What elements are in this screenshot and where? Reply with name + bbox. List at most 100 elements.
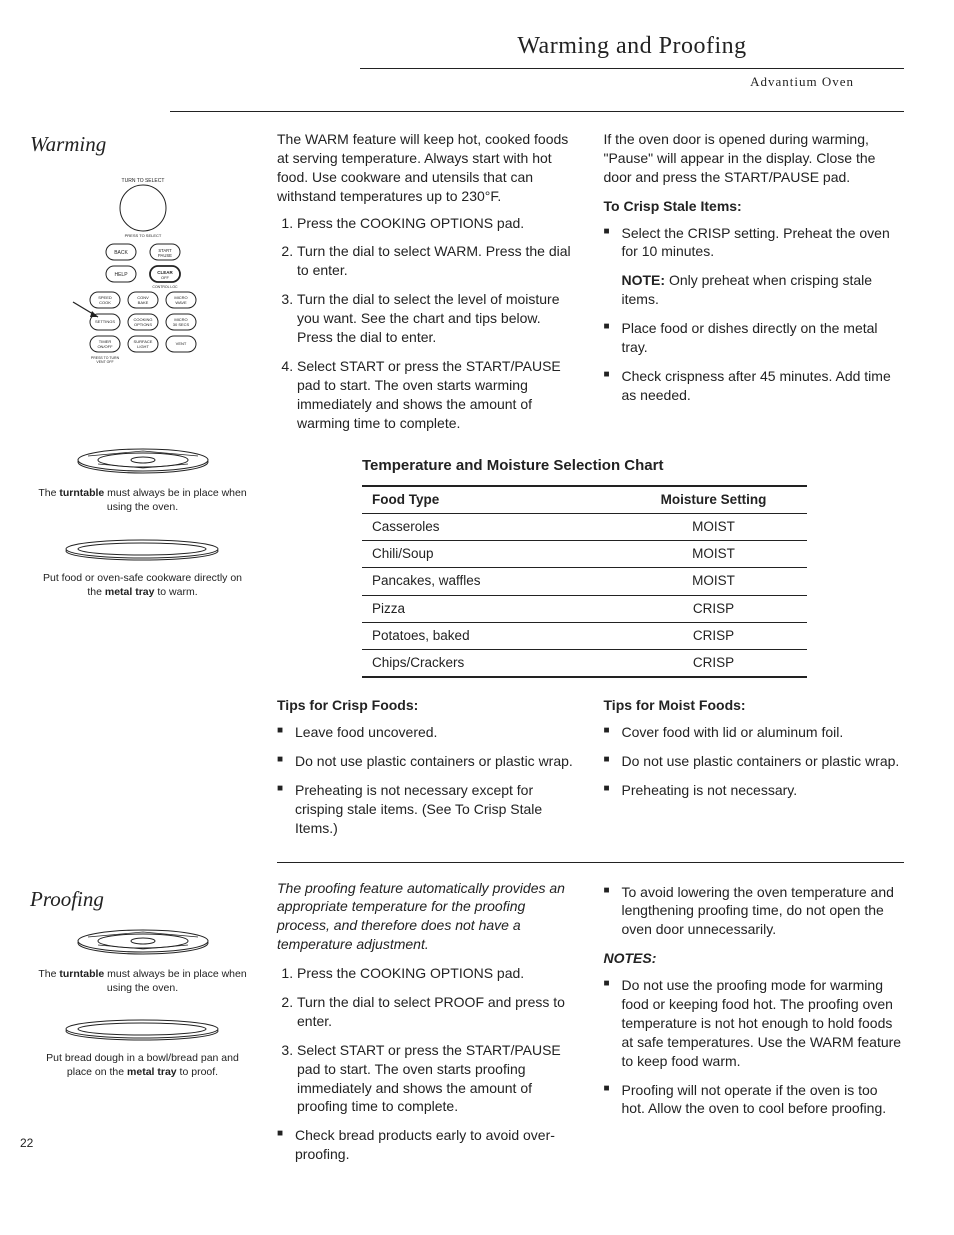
warming-sidebar: Warming TURN TO SELECT PRESS TO SELECT B… xyxy=(30,130,255,879)
proofing-steps: Press the COOKING OPTIONS pad. Turn the … xyxy=(277,964,578,1116)
table-row: Pancakes, wafflesMOIST xyxy=(362,568,807,595)
svg-text:SETTINGS: SETTINGS xyxy=(94,319,114,324)
list-item: To avoid lowering the oven temperature a… xyxy=(604,883,905,940)
page-number: 22 xyxy=(20,1135,33,1151)
cell-food: Pancakes, waffles xyxy=(362,568,620,595)
svg-text:PAUSE: PAUSE xyxy=(158,253,172,258)
svg-text:OPTIONS: OPTIONS xyxy=(133,322,151,327)
table-row: Chips/CrackersCRISP xyxy=(362,649,807,677)
proofing-intro: The proofing feature automatically provi… xyxy=(277,879,578,955)
svg-text:HELP: HELP xyxy=(114,272,128,278)
svg-text:BAKE: BAKE xyxy=(137,300,148,305)
svg-text:ON/OFF: ON/OFF xyxy=(97,344,113,349)
control-panel-icon: TURN TO SELECT PRESS TO SELECT BACK STAR… xyxy=(68,172,218,377)
proofing-left-bullets: Check bread products early to avoid over… xyxy=(277,1126,578,1164)
cell-food: Pizza xyxy=(362,595,620,622)
svg-text:OFF: OFF xyxy=(161,275,170,280)
warming-steps: Press the COOKING OPTIONS pad. Turn the … xyxy=(277,214,578,433)
proofing-col-left: The proofing feature automatically provi… xyxy=(277,879,578,1175)
metal-tray-caption: Put food or oven-safe cookware directly … xyxy=(36,571,249,599)
page-title: Warming and Proofing xyxy=(517,33,746,59)
chart-title: Temperature and Moisture Selection Chart xyxy=(362,456,904,476)
list-item: Do not use plastic containers or plastic… xyxy=(604,752,905,771)
section-divider xyxy=(277,862,904,863)
svg-text:VENT: VENT xyxy=(175,341,186,346)
cell-setting: CRISP xyxy=(620,622,807,649)
svg-text:WAVE: WAVE xyxy=(175,300,187,305)
warming-col-right: If the oven door is opened during warmin… xyxy=(604,130,905,442)
proofing-main: The proofing feature automatically provi… xyxy=(277,879,904,1175)
list-item: Do not use plastic containers or plastic… xyxy=(277,752,578,771)
tips-moist: Tips for Moist Foods: Cover food with li… xyxy=(604,692,905,847)
svg-text:TURN TO SELECT: TURN TO SELECT xyxy=(121,178,164,184)
svg-text:CONTROL LOC: CONTROL LOC xyxy=(152,285,178,289)
metal-tray-caption-2: Put bread dough in a bowl/bread pan and … xyxy=(36,1051,249,1079)
metal-tray-icon xyxy=(60,537,225,563)
turntable-icon-2 xyxy=(68,927,218,959)
pause-note: If the oven door is opened during warmin… xyxy=(604,130,905,187)
step: Press the COOKING OPTIONS pad. xyxy=(297,964,578,983)
cell-food: Casseroles xyxy=(362,513,620,540)
turntable-icon xyxy=(68,446,218,478)
cell-food: Potatoes, baked xyxy=(362,622,620,649)
svg-text:30 SECS: 30 SECS xyxy=(172,322,189,327)
table-row: PizzaCRISP xyxy=(362,595,807,622)
table-row: Potatoes, bakedCRISP xyxy=(362,622,807,649)
warming-intro: The WARM feature will keep hot, cooked f… xyxy=(277,130,578,206)
svg-text:LIGHT: LIGHT xyxy=(137,344,149,349)
page-subtitle: Advantium Oven xyxy=(30,73,854,91)
cell-setting: CRISP xyxy=(620,649,807,677)
list-item: Preheating is not necessary. xyxy=(604,781,905,800)
step: Turn the dial to select PROOF and press … xyxy=(297,993,578,1031)
list-item: Cover food with lid or aluminum foil. xyxy=(604,723,905,742)
list-item: Select the CRISP setting. Preheat the ov… xyxy=(604,224,905,262)
cell-setting: MOIST xyxy=(620,568,807,595)
col-food-type: Food Type xyxy=(362,486,620,514)
page-header: Warming and Proofing xyxy=(360,30,904,62)
warming-heading: Warming xyxy=(30,130,255,158)
table-row: CasserolesMOIST xyxy=(362,513,807,540)
moisture-chart: Food Type Moisture Setting CasserolesMOI… xyxy=(362,485,807,679)
step: Select START or press the START/PAUSE pa… xyxy=(297,1041,578,1117)
step: Turn the dial to select WARM. Press the … xyxy=(297,242,578,280)
list-item: Check bread products early to avoid over… xyxy=(277,1126,578,1164)
warming-col-left: The WARM feature will keep hot, cooked f… xyxy=(277,130,578,442)
list-item: Do not use the proofing mode for warming… xyxy=(604,976,905,1070)
svg-text:BACK: BACK xyxy=(114,250,128,256)
warming-section: Warming TURN TO SELECT PRESS TO SELECT B… xyxy=(30,130,904,879)
proofing-right-top: To avoid lowering the oven temperature a… xyxy=(604,883,905,940)
step: Press the COOKING OPTIONS pad. xyxy=(297,214,578,233)
proofing-notes: Do not use the proofing mode for warming… xyxy=(604,976,905,1118)
tips-moist-head: Tips for Moist Foods: xyxy=(604,696,905,715)
cell-setting: CRISP xyxy=(620,595,807,622)
tips-crisp: Tips for Crisp Foods: Leave food uncover… xyxy=(277,692,578,847)
svg-text:COOK: COOK xyxy=(99,300,111,305)
sub-rule xyxy=(170,111,904,112)
notes-head: NOTES: xyxy=(604,949,905,968)
cell-food: Chips/Crackers xyxy=(362,649,620,677)
crisp-list: Select the CRISP setting. Preheat the ov… xyxy=(604,224,905,262)
crisp-head: To Crisp Stale Items: xyxy=(604,197,905,216)
proofing-heading: Proofing xyxy=(30,885,255,913)
tips-crisp-head: Tips for Crisp Foods: xyxy=(277,696,578,715)
tips-row: Tips for Crisp Foods: Leave food uncover… xyxy=(277,692,904,847)
svg-text:VENT OFF: VENT OFF xyxy=(96,360,113,364)
proofing-sidebar: Proofing The turntable must always be in… xyxy=(30,879,255,1175)
list-item: Place food or dishes directly on the met… xyxy=(604,319,905,357)
turntable-caption: The turntable must always be in place wh… xyxy=(36,486,249,514)
header-rule xyxy=(360,68,904,69)
cell-setting: MOIST xyxy=(620,541,807,568)
step: Turn the dial to select the level of moi… xyxy=(297,290,578,347)
table-row: Chili/SoupMOIST xyxy=(362,541,807,568)
turntable-caption-2: The turntable must always be in place wh… xyxy=(36,967,249,995)
proofing-col-right: To avoid lowering the oven temperature a… xyxy=(604,879,905,1175)
crisp-list-2: Place food or dishes directly on the met… xyxy=(604,319,905,405)
metal-tray-icon-2 xyxy=(60,1017,225,1043)
cell-food: Chili/Soup xyxy=(362,541,620,568)
list-item: Check crispness after 45 minutes. Add ti… xyxy=(604,367,905,405)
svg-text:PRESS TO SELECT: PRESS TO SELECT xyxy=(124,233,161,238)
chart-wrap: Temperature and Moisture Selection Chart… xyxy=(362,456,904,678)
warming-main: The WARM feature will keep hot, cooked f… xyxy=(277,130,904,879)
list-item: Proofing will not operate if the oven is… xyxy=(604,1081,905,1119)
proofing-section: Proofing The turntable must always be in… xyxy=(30,879,904,1175)
